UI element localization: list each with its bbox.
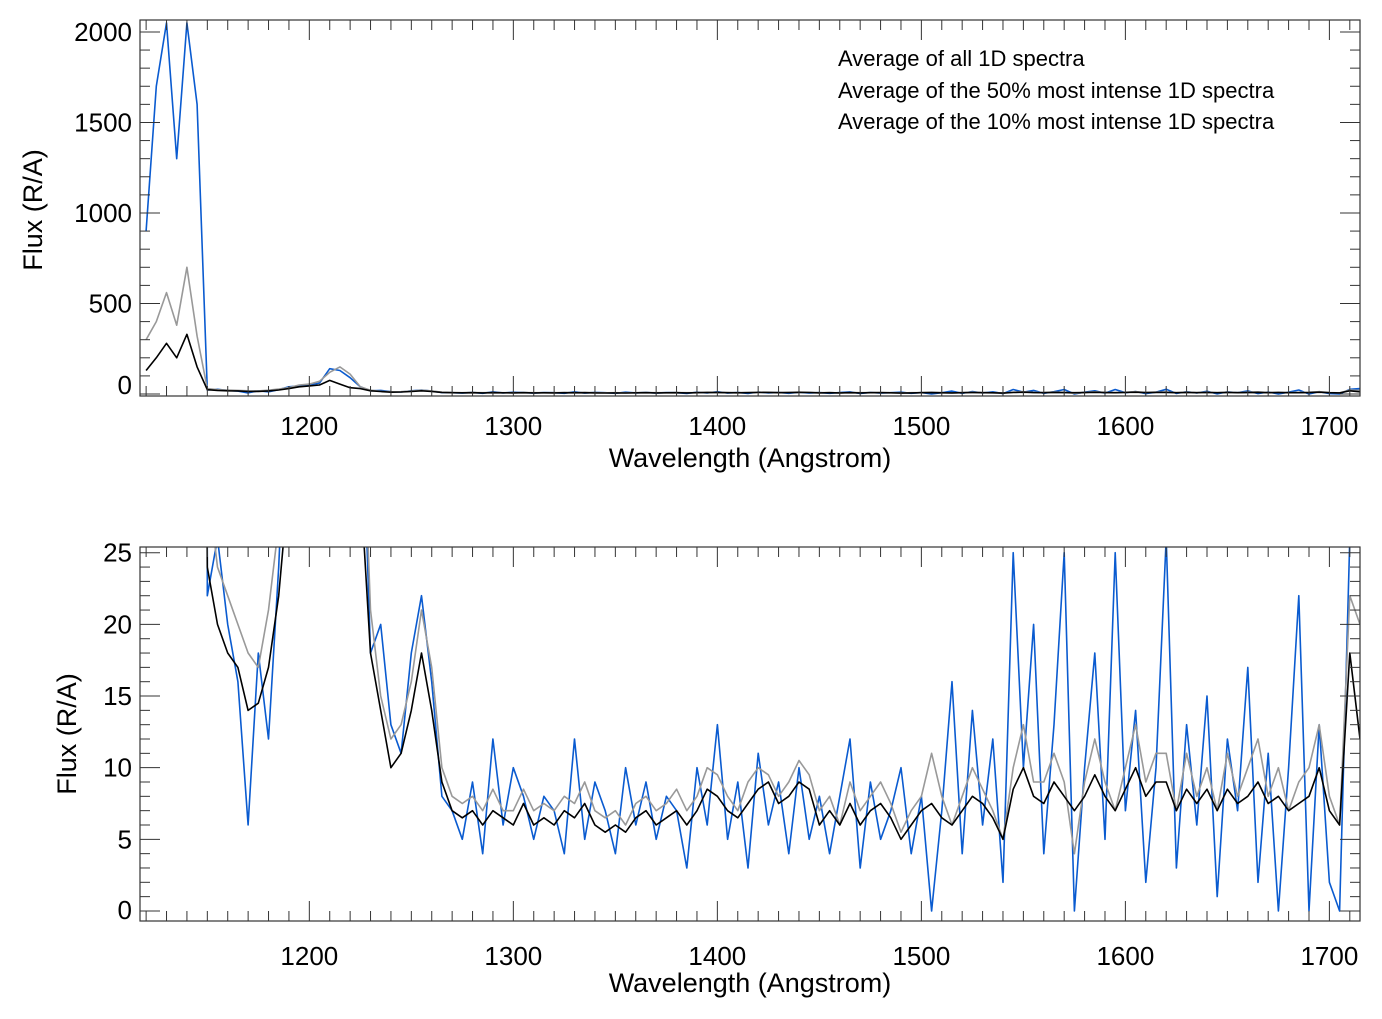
top-x-tick-label: 1500 [892,411,950,441]
bottom-x-tick-label: 1600 [1096,941,1154,971]
bottom-x-tick-label: 1500 [892,941,950,971]
bottom-line-p10 [206,547,1351,912]
top-y-tick-label: 1500 [74,107,132,137]
legend-entry-10pct: Average of the 10% most intense 1D spect… [838,109,1275,134]
bottom-x-tick-label: 1700 [1300,941,1358,971]
bottom-line-all [206,547,1360,841]
bottom-y-tick-label: 5 [118,824,132,854]
top-y-tick-label: 500 [89,288,132,318]
bottom-x-tick-label: 1400 [688,941,746,971]
bottom-y-tick-label: 15 [103,681,132,711]
bottom-y-tick-label: 0 [118,895,132,925]
top-line-all [145,333,1360,394]
top-x-tick-label: 1700 [1300,411,1358,441]
bottom-x-tick-label: 1200 [280,941,338,971]
top-y-tick-label: 2000 [74,17,132,47]
top-x-tick-label: 1600 [1096,411,1154,441]
bottom-x-axis-label: Wavelength (Angstrom) [609,968,892,998]
legend-entry-all: Average of all 1D spectra [838,46,1085,71]
bottom-y-tick-label: 10 [103,753,132,783]
top-y-tick-label: 1000 [74,198,132,228]
bottom-plot-frame [139,546,1361,922]
top-line-p50 [145,266,1360,395]
top-x-tick-label: 1300 [484,411,542,441]
bottom-line-p50 [214,547,1360,855]
top-x-tick-label: 1200 [280,411,338,441]
legend: Average of all 1D spectra Average of the… [838,46,1275,134]
legend-entry-50pct: Average of the 50% most intense 1D spect… [838,78,1275,103]
bottom-y-tick-label: 20 [103,609,132,639]
top-x-axis-label: Wavelength (Angstrom) [609,443,892,473]
bottom-y-tick-label: 25 [103,538,132,568]
top-x-tick-label: 1400 [688,411,746,441]
top-panel: Wavelength (Angstrom) Flux (R/A) 1200 130… [18,17,1361,473]
bottom-panel: Wavelength (Angstrom) Flux (R/A) 1200 130… [52,538,1361,998]
top-y-tick-label: 0 [118,370,132,400]
bottom-y-axis-label: Flux (R/A) [52,673,82,795]
top-series-group [145,22,1360,395]
bottom-x-tick-label: 1300 [484,941,542,971]
top-y-axis-label: Flux (R/A) [18,149,48,271]
top-plot-frame [139,19,1361,397]
bottom-series-group [206,547,1360,912]
